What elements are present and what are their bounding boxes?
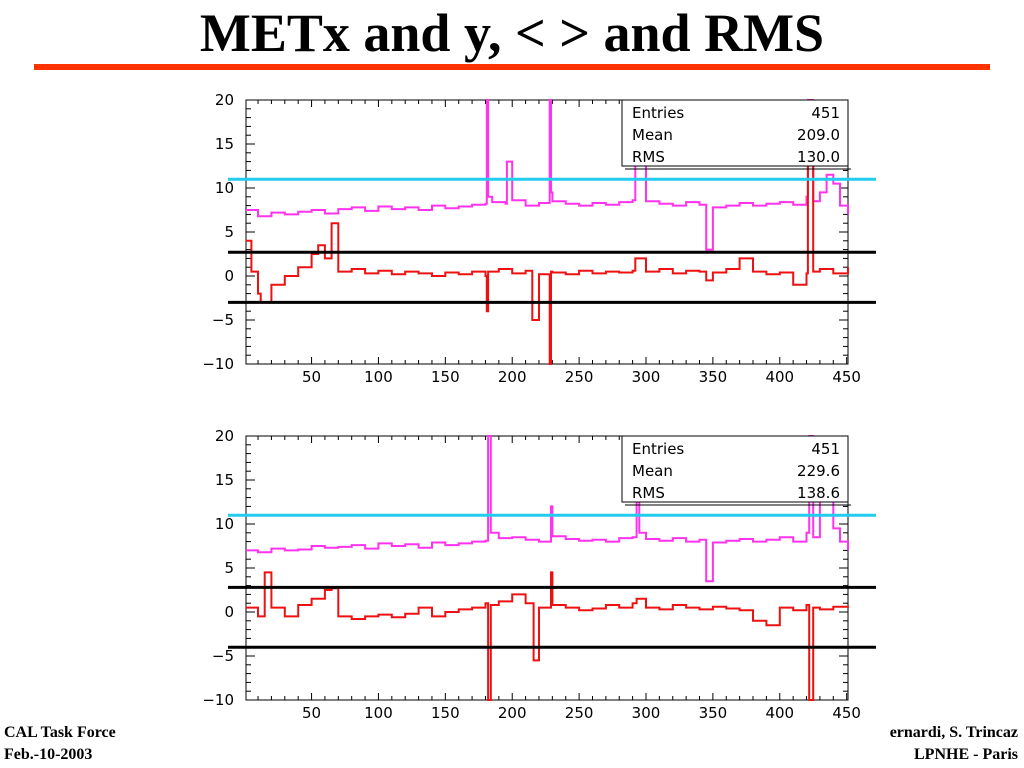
stats-label: RMS: [632, 148, 665, 166]
y-tick-label: 15: [215, 471, 234, 489]
footer-right-line2: LPNHE - Paris: [914, 746, 1018, 763]
title-underline: [34, 64, 990, 70]
x-tick-label: 100: [364, 704, 393, 722]
mean-series-line: [246, 125, 849, 365]
stats-box: [621, 435, 849, 503]
y-tick-label: 15: [215, 135, 234, 153]
y-tick-label: 20: [215, 91, 234, 109]
x-tick-label: 150: [431, 704, 460, 722]
stats-box: [621, 99, 849, 167]
stats-label: Mean: [632, 126, 673, 144]
x-tick-label: 300: [632, 704, 661, 722]
metx-chart-svg: 50 100 150 200 250 300 350 400 45020151050−5−10E…: [202, 91, 876, 386]
x-tick-label: 400: [765, 704, 794, 722]
stats-label: Mean: [632, 462, 673, 480]
y-tick-label: 10: [215, 515, 234, 533]
rms-series-line: [246, 435, 849, 583]
metx-histogram-plot: 50 100 150 200 250 300 350 400 450 20 15 10 5 0 −5 −10 E…: [190, 88, 880, 388]
y-tick-label: −10: [202, 355, 234, 373]
footer-right-line1: ernardi, S. Trincaz: [889, 724, 1018, 741]
stats-label: Entries: [632, 440, 684, 458]
footer-left: CAL Task Force Feb.-10-2003: [4, 722, 116, 766]
y-tick-label: 5: [224, 559, 234, 577]
x-tick-label: 450: [832, 368, 861, 386]
x-tick-label: 150: [431, 368, 460, 386]
footer-left-line2: Feb.-10-2003: [4, 746, 93, 763]
x-tick-label: 50: [302, 368, 321, 386]
stats-value: 138.6: [797, 484, 840, 502]
x-tick-label: 100: [364, 368, 393, 386]
y-tick-label: −5: [212, 647, 234, 665]
y-tick-label: −5: [212, 311, 234, 329]
stats-value: 209.0: [797, 126, 840, 144]
x-tick-label: 250: [565, 704, 594, 722]
x-tick-label: 250: [565, 368, 594, 386]
y-tick-label: 5: [224, 223, 234, 241]
mety-chart-svg: 50 100 150 200 250 300 350 400 45020151050−5−10E…: [202, 427, 876, 722]
x-tick-label: 200: [498, 368, 527, 386]
rms-series-line: [246, 99, 849, 251]
stats-value: 229.6: [797, 462, 840, 480]
y-tick-label: 20: [215, 427, 234, 445]
stats-value: 130.0: [797, 148, 840, 166]
y-tick-label: 10: [215, 179, 234, 197]
footer-right: ernardi, S. Trincaz LPNHE - Paris: [890, 722, 1018, 766]
stats-value: 451: [811, 104, 840, 122]
slide-title: METx and y, < > and RMS: [199, 3, 825, 63]
y-tick-label: 0: [224, 267, 234, 285]
y-tick-label: −10: [202, 691, 234, 709]
y-tick-label: 0: [224, 603, 234, 621]
x-tick-label: 350: [699, 704, 728, 722]
stats-label: RMS: [632, 484, 665, 502]
x-tick-label: 450: [832, 704, 861, 722]
x-tick-label: 50: [302, 704, 321, 722]
stats-value: 451: [811, 440, 840, 458]
x-tick-label: 200: [498, 704, 527, 722]
mean-series-line: [246, 571, 849, 701]
x-tick-label: 400: [765, 368, 794, 386]
x-tick-label: 350: [699, 368, 728, 386]
x-tick-label: 300: [632, 368, 661, 386]
stats-label: Entries: [632, 104, 684, 122]
mety-histogram-plot: 50 100 150 200 250 300 350 400 450 20 15 10 5 0 −5 −10 E…: [190, 424, 880, 724]
footer-left-line1: CAL Task Force: [4, 724, 116, 741]
